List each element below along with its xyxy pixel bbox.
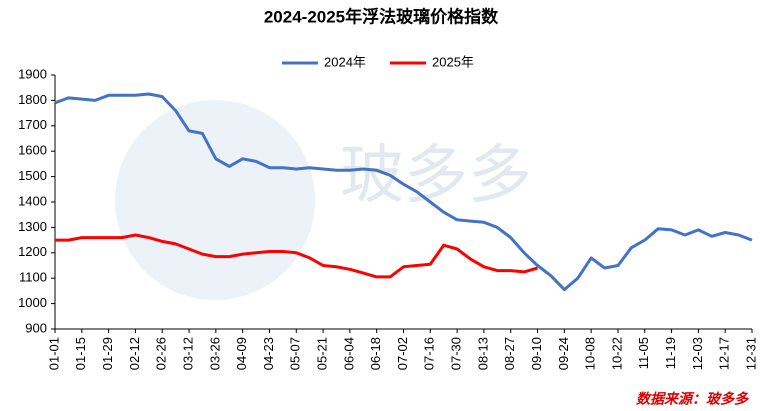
y-tick-label: 1100 bbox=[19, 270, 47, 285]
x-tick-label: 05-07 bbox=[288, 337, 303, 370]
x-tick-label: 09-10 bbox=[529, 337, 544, 370]
y-tick-label: 1400 bbox=[18, 193, 47, 208]
y-tick-label: 1200 bbox=[18, 244, 47, 259]
x-tick-label: 11-19 bbox=[663, 337, 678, 369]
y-tick-label: 1600 bbox=[18, 143, 47, 158]
x-tick-label: 01-01 bbox=[46, 337, 61, 370]
x-tick-label: 02-26 bbox=[154, 337, 169, 370]
y-tick-label: 1900 bbox=[18, 66, 47, 81]
y-tick-label: 900 bbox=[25, 320, 47, 335]
x-tick-label: 10-08 bbox=[583, 337, 598, 370]
x-tick-label: 12-31 bbox=[743, 337, 758, 370]
plot-area: 900 1000 1100 1200 1300 1400 1500 1600 1700 1800 1… bbox=[18, 54, 758, 370]
x-tick-label: 04-09 bbox=[234, 337, 249, 370]
x-tick-label: 07-16 bbox=[422, 337, 437, 370]
series-line bbox=[54, 92, 753, 292]
x-tick-label: 07-02 bbox=[395, 337, 410, 370]
x-tick-label: 03-26 bbox=[207, 337, 222, 370]
x-tick-label: 06-04 bbox=[341, 337, 356, 370]
x-tick-label: 05-21 bbox=[315, 337, 330, 370]
legend-label: 2025年 bbox=[432, 54, 474, 69]
x-tick-label: 08-27 bbox=[502, 337, 517, 370]
x-tick-label: 04-23 bbox=[261, 337, 276, 370]
x-tick-label: 06-18 bbox=[368, 337, 383, 370]
x-tick-label: 01-15 bbox=[73, 337, 88, 370]
legend-label: 2024年 bbox=[324, 54, 366, 69]
x-tick-label: 03-12 bbox=[180, 337, 195, 370]
watermark: 玻多多 bbox=[340, 139, 532, 211]
watermark-logo bbox=[115, 100, 315, 300]
y-tick-label: 1500 bbox=[18, 168, 47, 183]
x-tick-label: 02-12 bbox=[127, 337, 142, 370]
y-tick-label: 1700 bbox=[18, 117, 47, 132]
chart-title: 2024-2025年浮法玻璃价格指数 bbox=[264, 6, 499, 26]
y-tick-label: 1800 bbox=[18, 92, 47, 107]
series-line bbox=[55, 233, 538, 279]
y-tick-label: 1300 bbox=[18, 219, 47, 234]
x-tick-label: 12-17 bbox=[717, 337, 732, 370]
source-note: 数据来源：玻多多 bbox=[636, 391, 749, 407]
x-tick-label: 09-24 bbox=[556, 337, 571, 370]
x-tick-label: 01-29 bbox=[100, 337, 115, 370]
x-tick-label: 11-05 bbox=[636, 337, 651, 369]
x-tick-label: 12-03 bbox=[690, 337, 705, 370]
x-tick-label: 07-30 bbox=[449, 337, 464, 370]
x-tick-label: 10-22 bbox=[609, 337, 624, 370]
x-tick-label: 08-13 bbox=[475, 337, 490, 370]
y-tick-label: 1000 bbox=[18, 295, 47, 310]
